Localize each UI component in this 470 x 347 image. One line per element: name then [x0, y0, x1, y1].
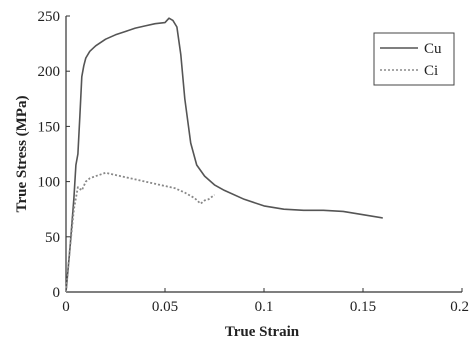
legend-label-cu: Cu — [424, 41, 442, 57]
series-line-ci — [65, 171, 216, 293]
series-line-cu — [65, 17, 383, 293]
legend: Cu Ci — [373, 32, 455, 86]
legend-box — [373, 32, 455, 86]
x-tick-label: 0.05 — [152, 299, 178, 315]
x-ticks: 0 0.05 0.1 0.15 0.2 — [62, 288, 469, 315]
y-tick-label: 200 — [38, 64, 61, 80]
y-tick-label: 150 — [38, 119, 61, 135]
series-layer — [65, 17, 383, 293]
legend-label-ci: Ci — [424, 63, 438, 79]
x-tick-label: 0 — [62, 299, 70, 315]
y-ticks: 0 50 100 150 200 250 — [38, 9, 70, 301]
y-axis-title: True Stress (MPa) — [14, 96, 30, 213]
y-tick-label: 0 — [53, 285, 61, 301]
x-tick-label: 0.15 — [350, 299, 376, 315]
x-axis-title: True Strain — [225, 324, 300, 340]
y-tick-label: 50 — [45, 230, 60, 246]
y-tick-label: 250 — [38, 9, 61, 25]
x-tick-label: 0.2 — [450, 299, 469, 315]
x-tick-label: 0.1 — [255, 299, 274, 315]
y-tick-label: 100 — [38, 175, 61, 191]
